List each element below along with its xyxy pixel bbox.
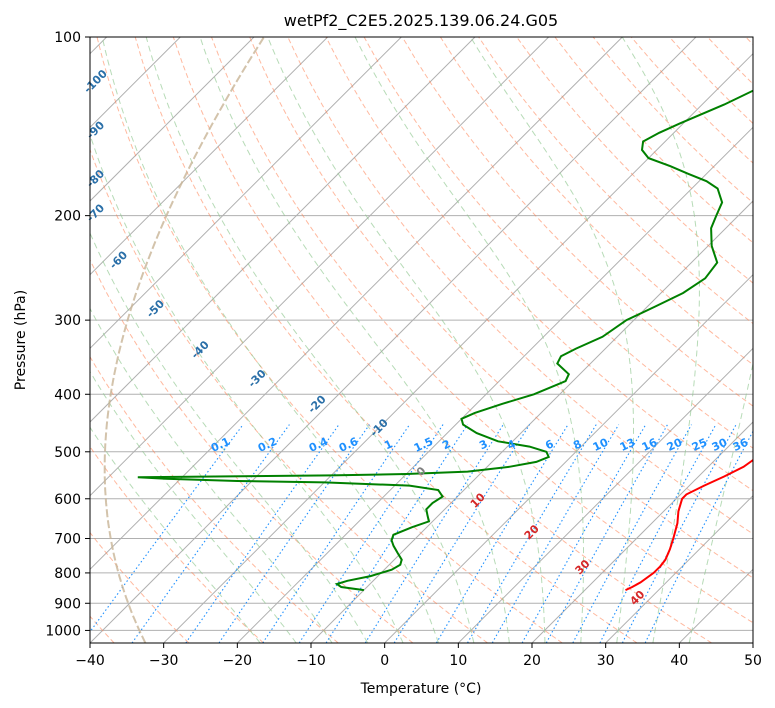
plot-area	[90, 37, 753, 643]
isotherm-line	[90, 37, 255, 202]
y-tick-label: 600	[54, 492, 81, 508]
mixing-ratio-line	[521, 424, 647, 643]
mixing-ratio-label: 13	[618, 436, 637, 454]
moist-adiabat-line	[90, 307, 333, 643]
dewpoint-profile-line	[137, 89, 753, 592]
isotherm-line	[90, 37, 550, 497]
mixing-ratio-line	[262, 424, 411, 643]
isotherm-line	[90, 37, 476, 423]
y-tick-label: 800	[54, 566, 81, 582]
dry-adiabat-line	[325, 37, 753, 492]
temperature-profile-line	[625, 458, 753, 592]
mixing-ratio-line	[467, 424, 597, 643]
y-tick-label: 1000	[45, 623, 81, 639]
mixing-ratio-label: 30	[710, 436, 730, 454]
dry-adiabat-line	[172, 37, 712, 643]
y-tick-label: 700	[54, 532, 81, 548]
mixing-ratio-line	[491, 424, 620, 643]
moist-adiabat-line	[101, 37, 439, 643]
y-tick-label: 900	[54, 596, 81, 612]
x-tick-label: 40	[670, 653, 688, 669]
moist-adiabat-line	[199, 37, 510, 643]
y-tick-label: 100	[54, 30, 81, 46]
adiabat-layer	[90, 37, 753, 643]
x-tick-label: 0	[380, 653, 389, 669]
mixing-ratio-line	[572, 424, 692, 643]
grid-layer	[90, 37, 753, 643]
x-tick-label: −30	[149, 653, 179, 669]
reference-arc-line	[103, 37, 265, 643]
isotherm-line	[90, 37, 329, 276]
mixing-ratio-label: 25	[690, 436, 709, 454]
isotherm-line	[457, 347, 753, 643]
x-tick-label: −10	[296, 653, 326, 669]
y-axis-label: Pressure (hPa)	[13, 290, 29, 390]
dry-adiabat-line	[211, 37, 753, 624]
mixing-ratio-label: 16	[640, 436, 660, 454]
tick-layer: −40 −30 −20 −10 0 10 20 30 40 50 100 200 300 400 500 60…	[45, 30, 762, 669]
dry-adiabat-line	[90, 531, 190, 643]
x-tick-label: 20	[523, 653, 541, 669]
dry-adiabat-line	[96, 37, 563, 643]
mixing-ratio-line	[545, 424, 668, 643]
dry-adiabat-line	[249, 37, 753, 579]
mixing-ratio-label: 10	[591, 436, 611, 454]
x-tick-label: −40	[75, 653, 105, 669]
mixing-ratio-label: 36	[731, 436, 751, 454]
moist-adiabat-line	[90, 133, 404, 643]
isotherm-line	[236, 126, 753, 643]
dry-adiabat-line	[90, 148, 488, 643]
moist-adiabat-line	[354, 37, 584, 643]
x-tick-label: −20	[223, 653, 253, 669]
dry-adiabat-line	[90, 258, 414, 643]
dry-adiabat-line	[516, 37, 753, 284]
y-tick-label: 300	[54, 313, 81, 329]
moist-adiabat-line	[688, 361, 753, 643]
dry-adiabat-line	[90, 445, 264, 643]
moist-adiabat-line	[90, 426, 261, 643]
isotherm-line	[90, 37, 697, 643]
isotherm-line	[90, 37, 402, 350]
dry-adiabat-line	[134, 37, 638, 643]
isotherm-line	[163, 52, 753, 643]
mixing-ratio-label: 20	[665, 436, 685, 454]
isotherm-line	[90, 37, 623, 571]
isotherm-line	[605, 494, 753, 643]
x-tick-label: 10	[449, 653, 467, 669]
series-layer	[137, 89, 753, 592]
moist-adiabat-line	[470, 37, 634, 643]
dry-adiabat-line	[90, 355, 339, 643]
chart-title: wetPf2_C2E5.2025.139.06.24.G05	[284, 11, 558, 31]
mixing-ratio-line	[644, 430, 753, 643]
dry-adiabat-line	[401, 37, 753, 407]
dry-adiabat-line	[439, 37, 753, 366]
isotherm-line	[531, 421, 753, 643]
mixing-ratio-line	[364, 424, 504, 643]
y-tick-label: 500	[54, 445, 81, 461]
mixing-ratio-line	[435, 424, 569, 643]
y-tick-label: 400	[54, 387, 81, 403]
isotherm-line	[384, 273, 753, 643]
moist-adiabat-line	[90, 231, 369, 643]
mixing-ratio-line	[218, 424, 370, 643]
moist-adiabat-line	[145, 37, 475, 643]
y-tick-label: 200	[54, 209, 81, 225]
mixing-ratio-line	[599, 424, 717, 643]
plot-frame	[89, 36, 754, 644]
x-axis-label: Temperature (°C)	[360, 681, 482, 697]
x-tick-label: 30	[597, 653, 615, 669]
moist-adiabat-line	[267, 37, 546, 643]
x-tick-label: 50	[744, 653, 762, 669]
moist-adiabat-line	[90, 370, 297, 643]
